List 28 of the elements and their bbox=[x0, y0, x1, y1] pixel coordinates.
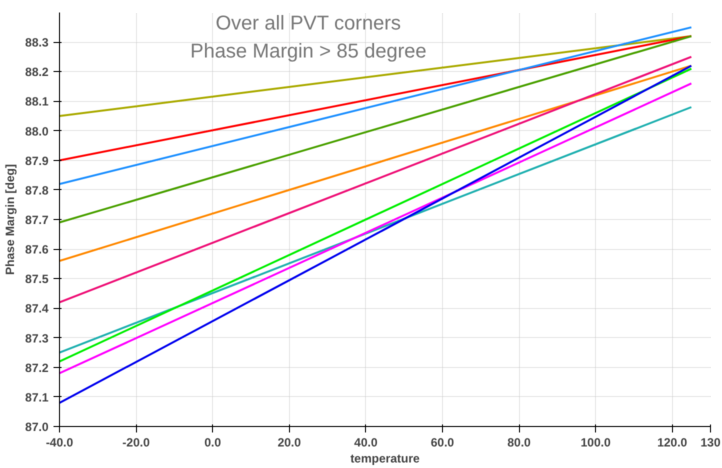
y-axis-title: Phase Margin [deg] bbox=[3, 164, 18, 275]
y-tick-label: 88.1 bbox=[25, 94, 49, 109]
x-tick-label: 100.0 bbox=[580, 436, 611, 450]
y-tick-label: 87.9 bbox=[25, 154, 49, 168]
x-tick-label: 20.0 bbox=[278, 436, 302, 450]
y-tick-label: 88.2 bbox=[25, 65, 49, 80]
y-tick-label: 87.4 bbox=[25, 302, 49, 316]
x-tick-label: -20.0 bbox=[122, 436, 150, 450]
y-tick-label: 87.1 bbox=[25, 390, 49, 404]
x-tick-label: 130 bbox=[700, 436, 721, 450]
x-axis-title: temperature bbox=[350, 452, 420, 466]
y-tick-label: 88.0 bbox=[25, 124, 49, 138]
x-tick-label: 80.0 bbox=[507, 436, 532, 450]
x-tick-label: 40.0 bbox=[354, 436, 378, 450]
y-tick-label: 87.0 bbox=[25, 420, 49, 434]
y-tick-label: 87.8 bbox=[25, 183, 49, 198]
x-tick-label: 0.0 bbox=[204, 436, 222, 450]
x-tick-label: 60.0 bbox=[430, 436, 454, 450]
y-tick-label: 87.3 bbox=[25, 331, 49, 346]
y-tick-label: 87.5 bbox=[25, 272, 49, 286]
y-tick-label: 88.3 bbox=[25, 36, 49, 50]
y-tick-label: 87.6 bbox=[25, 242, 49, 257]
x-tick-label: 120.0 bbox=[657, 436, 688, 450]
y-tick-label: 87.7 bbox=[25, 213, 49, 227]
text: Phase Margin > 85 degree bbox=[190, 40, 427, 62]
y-tick-label: 87.2 bbox=[25, 360, 49, 375]
chart-title: Over all PVT corners bbox=[216, 12, 401, 34]
x-tick-label: -40.0 bbox=[46, 436, 74, 450]
